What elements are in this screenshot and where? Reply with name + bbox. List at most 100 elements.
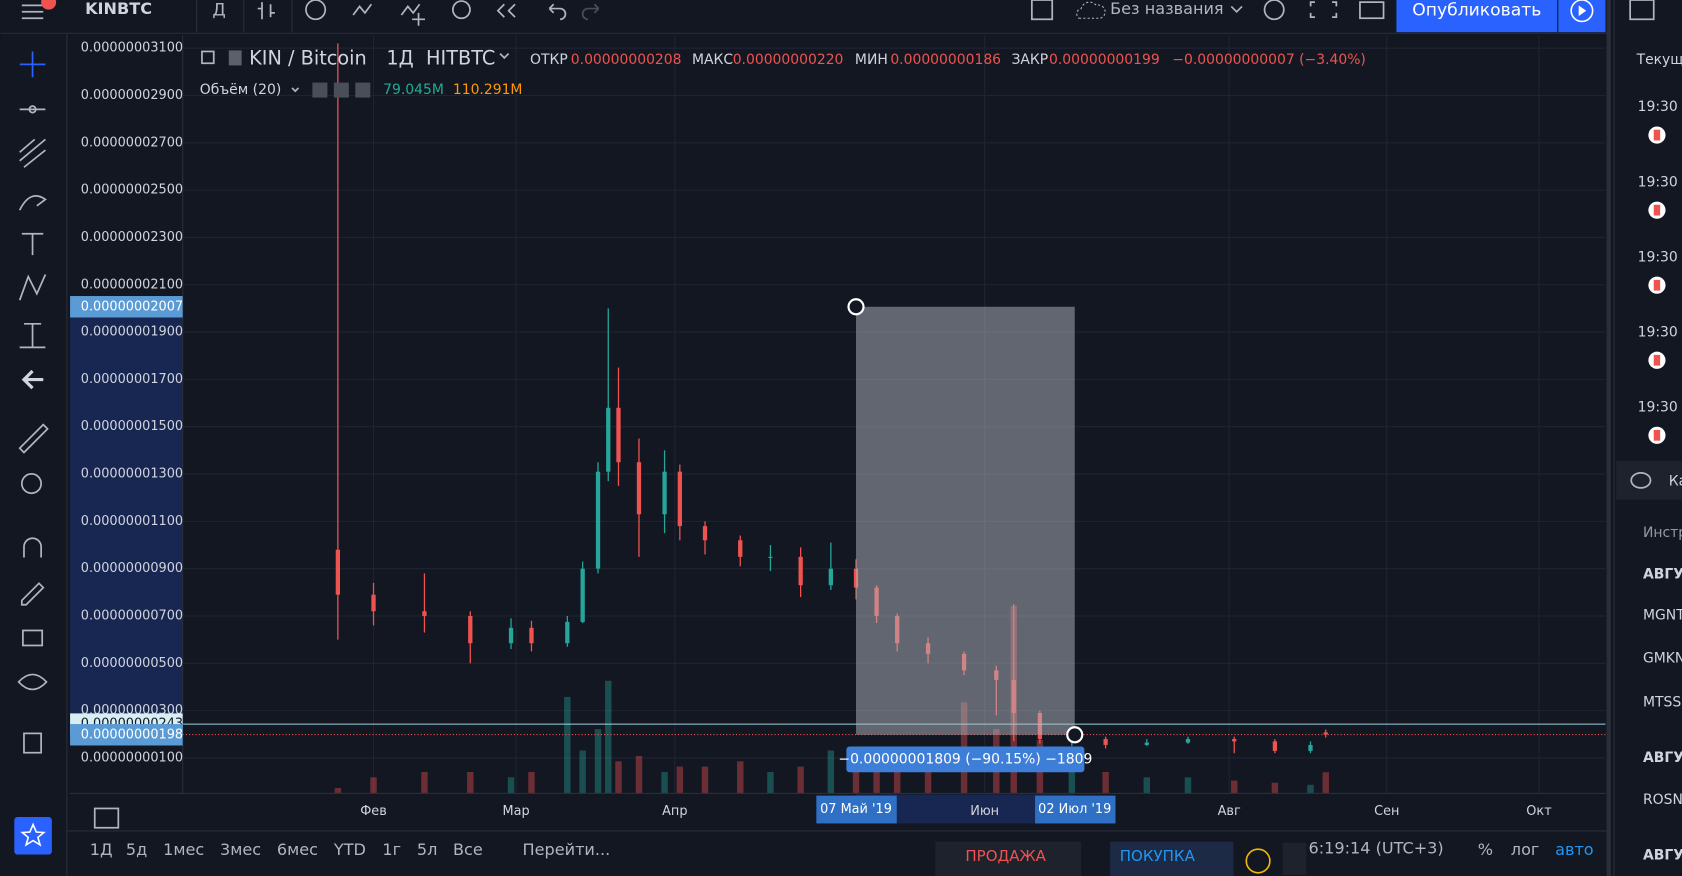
range-button[interactable]: YTD — [333, 840, 366, 859]
indicator-icon[interactable] — [352, 3, 373, 16]
sell-label[interactable]: ПРОДАЖА — [965, 847, 1046, 865]
symbol[interactable]: KINBTC — [85, 0, 152, 18]
menu-icon[interactable] — [21, 4, 44, 20]
right-sidebar: Текущ Ка Инстр 19:30 19:30 19:30 19:30 19:30… — [1606, 0, 1682, 876]
ticker: MGNT — [1643, 607, 1682, 623]
text-tool[interactable] — [21, 232, 44, 256]
y-tick-label: 0.00000002900 — [81, 88, 183, 103]
lock-tool[interactable] — [22, 629, 44, 647]
calendar-icon[interactable] — [1629, 0, 1655, 21]
sell-button[interactable] — [935, 841, 1082, 876]
y-tick-label: 0.00000002300 — [81, 230, 183, 245]
chat-icon[interactable] — [93, 807, 120, 829]
pattern-tool[interactable] — [18, 274, 47, 301]
symbol-exchange: HITBTC — [426, 46, 495, 69]
interval[interactable]: Д — [212, 1, 225, 21]
collapse-icon[interactable] — [201, 50, 215, 65]
volume-bar — [924, 766, 932, 794]
low-value: 0.00000000186 — [890, 52, 1001, 68]
x-tick-label: Авг — [1218, 804, 1241, 819]
volume-bar — [564, 696, 571, 794]
bars-icon[interactable] — [257, 2, 275, 20]
candle-body — [565, 621, 570, 644]
ticker: GMKN — [1643, 650, 1682, 666]
play-icon[interactable] — [1570, 0, 1594, 23]
plus-button[interactable] — [1282, 842, 1307, 875]
candle-body — [828, 568, 833, 586]
buy-label[interactable]: ПОКУПКА — [1120, 847, 1196, 865]
fullscreen-icon[interactable] — [1309, 1, 1338, 19]
publish-label[interactable]: Опубликовать — [1412, 1, 1541, 21]
high-label: МАКС — [692, 52, 733, 68]
redo-icon[interactable] — [581, 3, 600, 21]
range-button[interactable]: 1г — [382, 840, 401, 859]
column-header: Инстр — [1643, 525, 1682, 541]
candle-body — [508, 627, 514, 644]
y-tick-label: 0.00000002100 — [81, 277, 183, 292]
symbol-name: KIN / Bitcoin — [249, 46, 367, 69]
prediction-tool[interactable] — [19, 322, 46, 349]
eye-icon[interactable] — [312, 82, 328, 98]
volume-bar — [1322, 772, 1329, 794]
favorites-button[interactable] — [14, 817, 52, 855]
visibility-tool[interactable] — [17, 673, 48, 691]
chevron[interactable] — [499, 53, 510, 60]
zoom-tool[interactable] — [20, 473, 42, 495]
chevron[interactable] — [1230, 5, 1243, 14]
info-icon[interactable] — [1245, 848, 1271, 874]
volume-bar — [507, 777, 515, 794]
range-button[interactable]: 3мес — [220, 840, 261, 859]
undo-icon[interactable] — [548, 3, 567, 21]
sidebar-header: Текущ — [1636, 52, 1682, 68]
templates-icon[interactable] — [400, 3, 425, 26]
range-button[interactable]: 5л — [417, 840, 438, 859]
pitchfork-tool[interactable] — [19, 138, 46, 168]
snapshot-icon[interactable] — [1359, 1, 1385, 20]
open-label: ОТКР — [530, 52, 568, 68]
candle-body — [662, 471, 667, 515]
range-button[interactable]: Все — [453, 840, 483, 859]
settings-icon[interactable] — [333, 82, 349, 98]
chevron[interactable] — [291, 87, 300, 93]
replay-icon[interactable] — [496, 3, 516, 18]
settings-icon[interactable] — [1263, 0, 1285, 21]
delete-tool[interactable] — [23, 732, 42, 754]
price-label: 0.00000000198 — [81, 727, 183, 742]
magnet-tool[interactable] — [23, 537, 42, 558]
percent-toggle[interactable]: % — [1478, 840, 1493, 859]
range-button[interactable]: 1мес — [163, 840, 204, 859]
play-button[interactable] — [1558, 0, 1606, 33]
volume-bar — [370, 777, 377, 794]
y-tick-label: 0.00000001500 — [81, 419, 183, 434]
back-tool[interactable] — [21, 369, 44, 390]
candle-body — [529, 627, 534, 644]
publish-button[interactable] — [1396, 0, 1558, 33]
y-tick-label: 0.00000000900 — [81, 561, 183, 576]
buy-button[interactable] — [1110, 841, 1234, 876]
flag-mark — [1653, 354, 1661, 366]
remove-icon[interactable] — [355, 82, 371, 98]
candle-body — [335, 549, 341, 595]
volume-bar — [661, 771, 668, 794]
volume-bar — [334, 788, 342, 794]
crosshair-tool[interactable] — [19, 51, 46, 78]
left-toolbar — [14, 33, 120, 876]
compare-icon[interactable] — [305, 0, 327, 21]
log-toggle[interactable]: лог — [1511, 840, 1540, 859]
range-button[interactable]: 5д — [126, 840, 147, 859]
layout-name[interactable]: Без названия — [1110, 0, 1223, 18]
alert-icon[interactable] — [452, 0, 471, 20]
brush-tool[interactable] — [18, 195, 47, 211]
goto[interactable]: Перейти... — [523, 840, 611, 859]
ruler-tool[interactable] — [18, 423, 49, 454]
play-triangle — [1578, 5, 1587, 17]
volume-ma: 110.291M — [453, 82, 523, 98]
auto-toggle[interactable]: авто — [1555, 840, 1594, 859]
range-button[interactable]: 6мес — [277, 840, 318, 859]
range-button[interactable]: 1Д — [90, 840, 113, 859]
layout-icon[interactable] — [1030, 0, 1054, 21]
lock-draw-tool[interactable] — [20, 582, 45, 606]
candle-body — [1308, 744, 1313, 751]
